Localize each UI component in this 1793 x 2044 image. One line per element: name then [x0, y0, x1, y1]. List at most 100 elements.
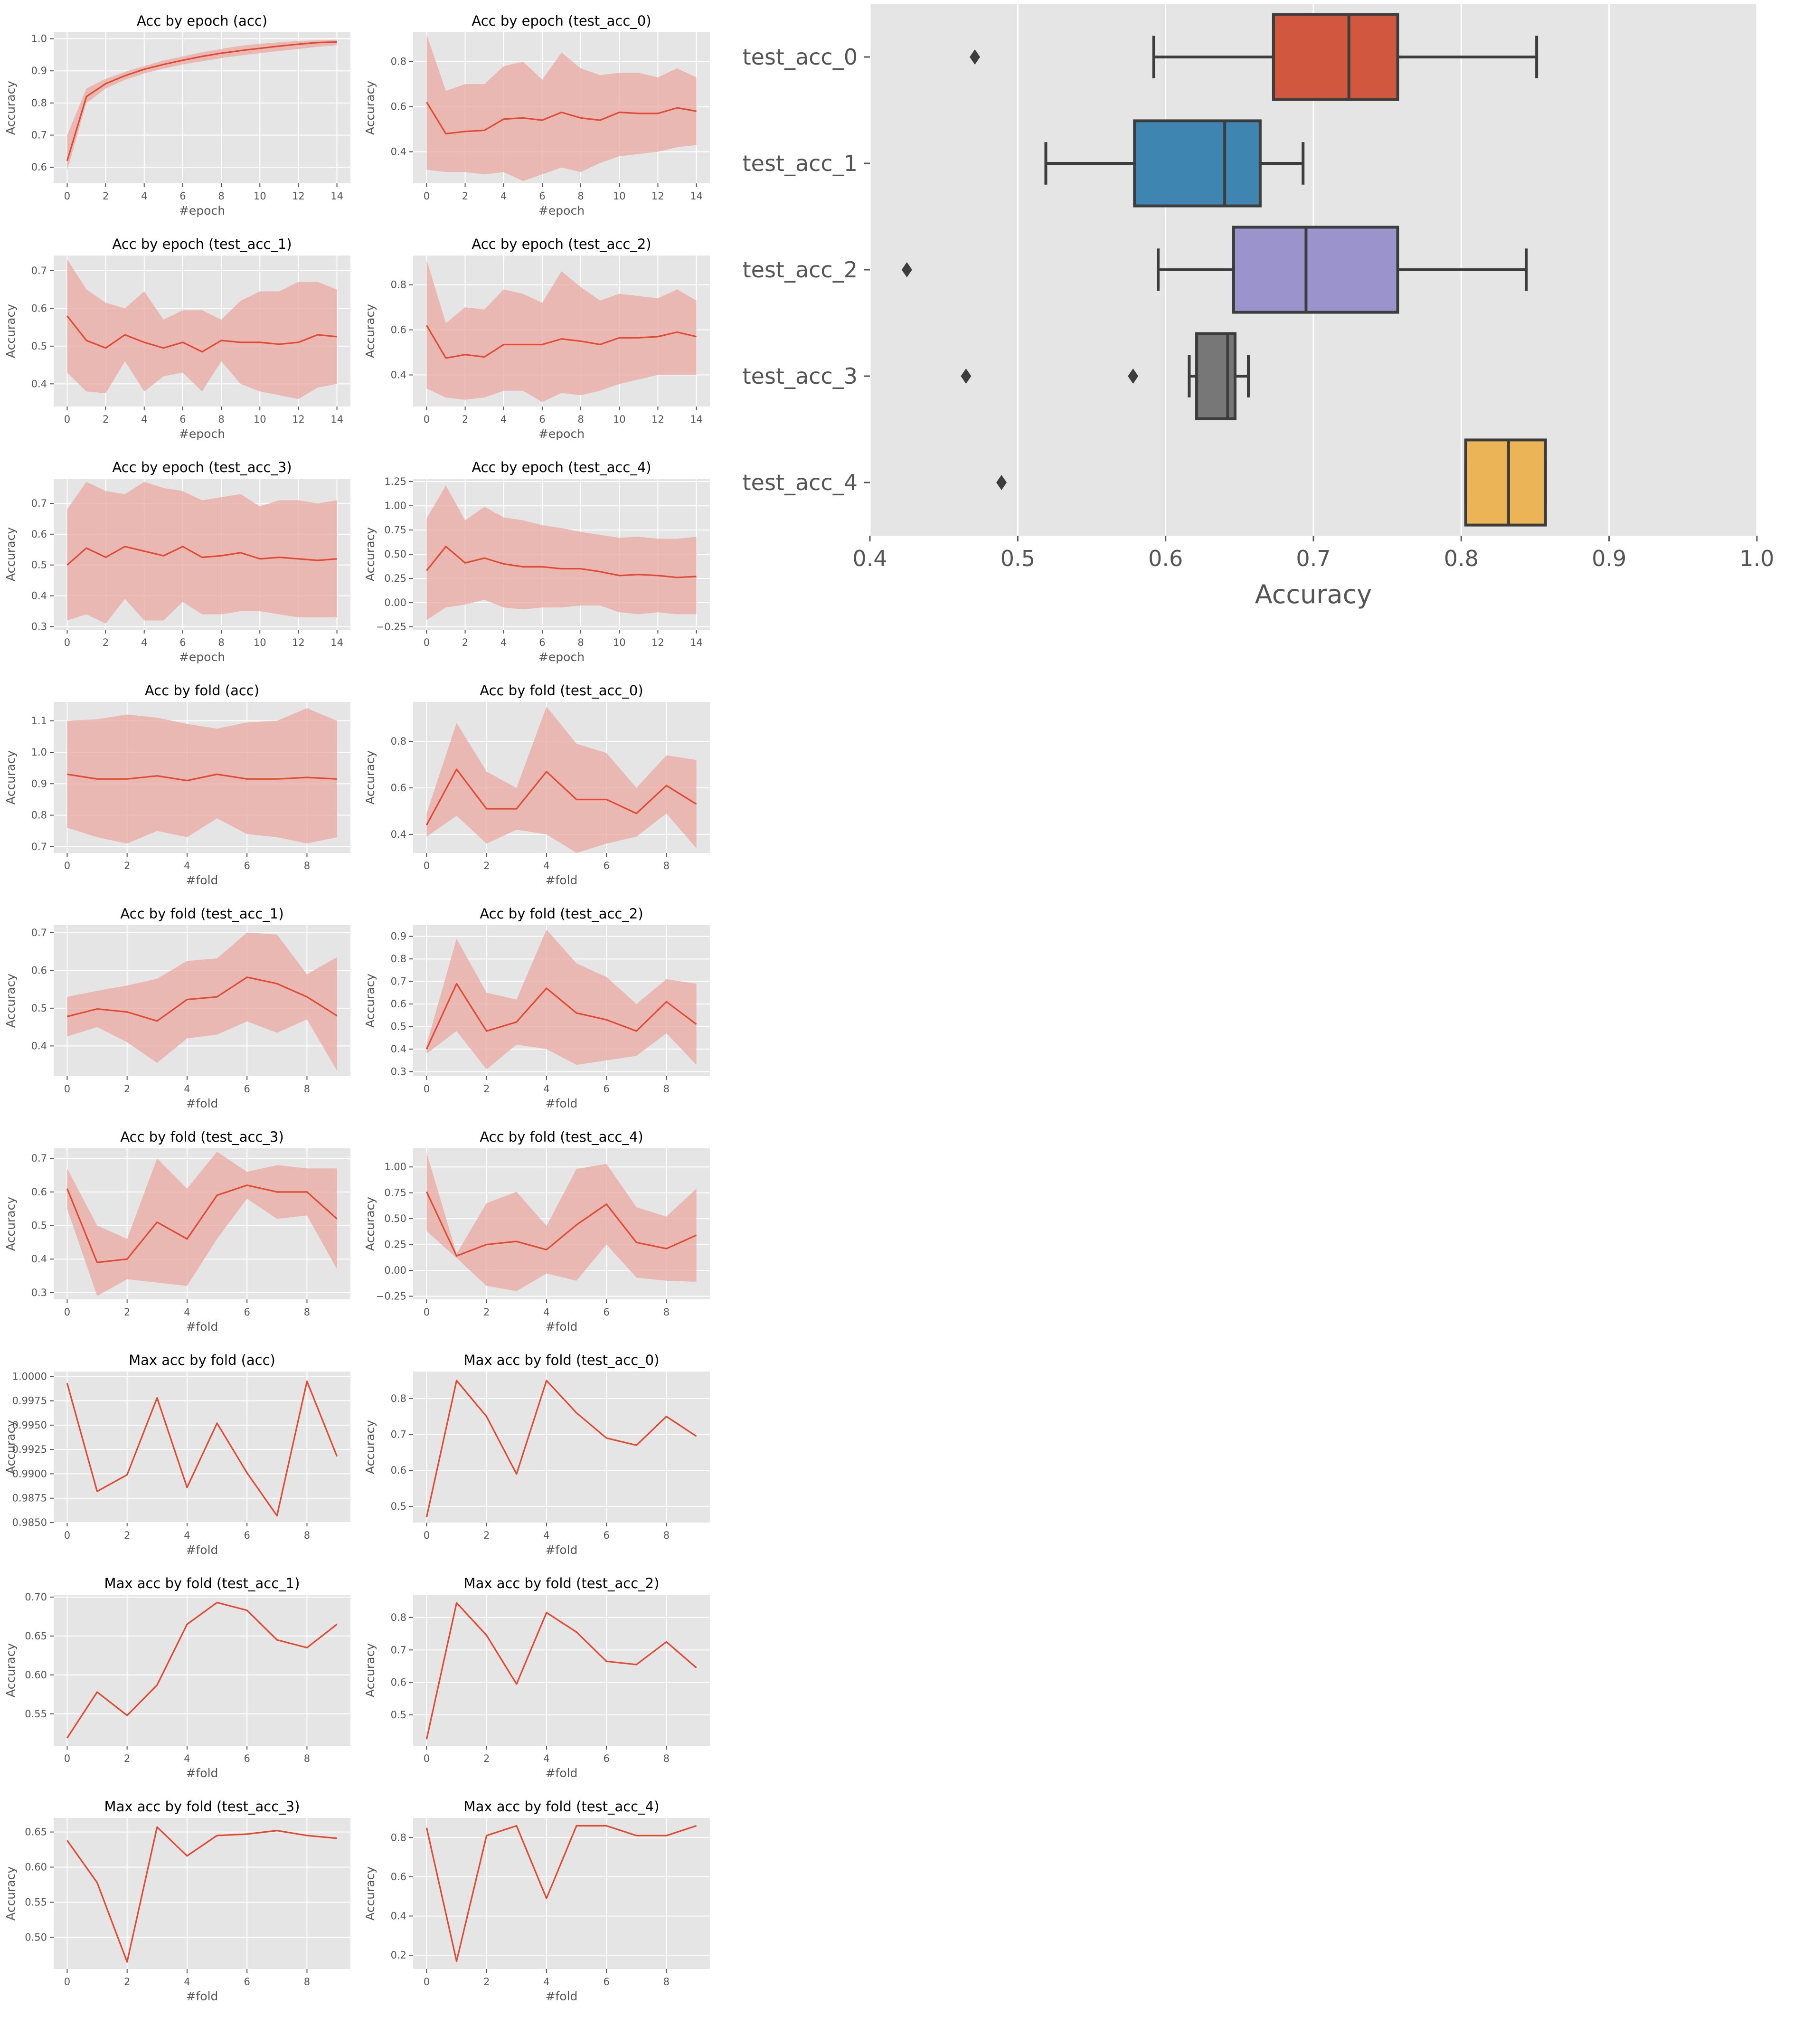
y-tick-label: 1.00	[384, 500, 406, 511]
y-tick-label: 0.6	[31, 303, 47, 314]
y-tick-label: 0.5	[391, 1021, 406, 1032]
x-tick-label: 2	[103, 414, 109, 425]
chart-title: Max acc by fold (test_acc_4)	[464, 1798, 660, 1815]
y-tick-label: 0.7	[31, 265, 47, 276]
y-tick-label: 0.4	[391, 1043, 406, 1055]
y-tick-label: 0.5	[31, 1003, 47, 1014]
y-tick-label: 0.9850	[12, 1517, 47, 1528]
x-tick-label: 12	[292, 414, 305, 425]
y-tick-label: 0.8	[31, 97, 47, 109]
y-tick-label: 0.4	[31, 590, 47, 602]
y-tick-label: 0.5	[391, 1709, 406, 1721]
y-tick-label: 0.6	[391, 101, 406, 113]
y-tick-label: 0.8	[31, 810, 47, 821]
y-tick-label: 0.4	[31, 378, 47, 389]
x-axis-label: #fold	[546, 1766, 578, 1780]
x-axis-label: #fold	[186, 1097, 218, 1110]
x-tick-label: 14	[690, 414, 703, 425]
box-test_acc_4	[996, 438, 1547, 527]
confidence-band	[67, 259, 337, 399]
x-tick-label: 4	[184, 1530, 190, 1541]
y-axis-label: Accuracy	[363, 1420, 377, 1474]
x-tick-label: 14	[330, 414, 343, 425]
y-axis-label: Accuracy	[363, 974, 377, 1028]
series-line	[67, 773, 337, 782]
y-tick-label: 0.6	[31, 1186, 47, 1198]
y-tick-label: 0.6	[391, 782, 406, 794]
plot-background	[413, 1372, 710, 1523]
x-tick-label: 0	[424, 637, 430, 648]
x-tick-label: 0	[424, 1976, 430, 1987]
chart-title: Acc by epoch (test_acc_4)	[472, 459, 651, 475]
chart-acc_fold_t1: 0 2 4 6 8 0.4 0.5 0.6 0.7 Acc by fold (test_acc_1…	[4, 906, 350, 1110]
x-tick-label: 2	[124, 1753, 130, 1764]
outlier-marker	[970, 49, 981, 65]
x-tick-label: 0.8	[1444, 546, 1479, 571]
x-tick-label: 8	[577, 414, 584, 425]
chart-boxplot: 0.4 0.5 0.6 0.7 0.8 0.9 1.0 test_acc_0 test_acc_…	[743, 4, 1774, 609]
series-line	[66, 1380, 338, 1517]
y-tick-label: 0.50	[384, 1213, 406, 1224]
y-tick-label: 0.7	[31, 1153, 47, 1164]
x-tick-label: 4	[543, 860, 549, 871]
y-axis-label: Accuracy	[4, 81, 18, 135]
x-tick-label: 14	[690, 637, 703, 648]
y-tick-label: 0.9	[31, 778, 47, 789]
y-tick-label: 0.9875	[12, 1493, 47, 1504]
outlier-marker	[961, 369, 972, 384]
x-tick-label: 0	[424, 1306, 430, 1318]
plot-background	[54, 1595, 350, 1746]
y-tick-label: 0.00	[384, 597, 406, 608]
x-tick-label: 2	[483, 1530, 490, 1541]
y-tick-label: 0.6	[391, 998, 406, 1010]
chart-title: Max acc by fold (test_acc_0)	[464, 1352, 660, 1368]
y-tick-label: 0.65	[25, 1630, 47, 1642]
x-tick-label: 6	[539, 414, 545, 425]
x-tick-label: 0	[64, 637, 70, 648]
y-axis-label: Accuracy	[363, 1866, 377, 1921]
y-tick-label: 0.8	[391, 279, 406, 291]
chart-acc_epoch_t0: 0 2 4 6 8 10 12 14 0.4 0.6 0.8 Acc by epoch (test_a…	[363, 13, 710, 218]
y-axis-label: Accuracy	[363, 1197, 377, 1251]
x-tick-label: 8	[577, 190, 584, 202]
y-tick-label: 0.8	[391, 736, 406, 747]
y-tick-label: 0.3	[31, 1287, 47, 1298]
chart-max_fold_t3: 0 2 4 6 8 0.50 0.55 0.60 0.65 Max acc by fold (te…	[4, 1798, 350, 2003]
x-tick-label: 6	[244, 1530, 250, 1541]
y-tick-label: 0.6	[391, 1871, 406, 1883]
y-tick-label: 0.7	[31, 927, 47, 938]
x-tick-label: 0	[424, 414, 430, 425]
x-tick-label: 8	[304, 1083, 310, 1095]
chart-max_fold_t1: 0 2 4 6 8 0.55 0.60 0.65 0.70 Max acc by fold (te…	[4, 1575, 350, 1780]
y-tick-label: 0.60	[25, 1669, 47, 1681]
x-tick-label: 12	[292, 637, 305, 648]
y-tick-label: 0.8	[391, 1612, 406, 1623]
x-tick-label: 0	[424, 1083, 430, 1095]
y-tick-label: 0.7	[31, 841, 47, 852]
x-tick-label: 4	[543, 1753, 549, 1764]
y-tick-label: 0.7	[391, 1644, 406, 1656]
chart-acc_fold_acc: 0 2 4 6 8 0.7 0.8 0.9 1.0 1.1 Acc by fold (acc) #fo…	[4, 682, 350, 887]
confidence-band	[67, 932, 337, 1071]
y-tick-label: 0.3	[31, 621, 47, 633]
x-tick-label: 6	[179, 414, 186, 425]
confidence-band	[426, 929, 697, 1069]
x-tick-label: 8	[304, 1753, 310, 1764]
chart-title: Acc by epoch (acc)	[137, 13, 267, 29]
x-tick-label: 14	[690, 190, 703, 202]
x-tick-label: 14	[330, 190, 343, 202]
x-tick-label: 2	[124, 860, 130, 871]
chart-title: Max acc by fold (test_acc_3)	[104, 1798, 300, 1815]
x-tick-label: 0	[64, 414, 70, 425]
chart-acc_epoch_t4: 0 2 4 6 8 10 12 14 −0.25 0.00 0.25 0.50 0.75 1.00 1.25…	[363, 459, 710, 664]
y-tick-label: 0.4	[391, 146, 406, 158]
x-axis-label: #fold	[186, 873, 218, 887]
x-tick-label: 8	[304, 860, 310, 871]
chart-title: Acc by epoch (test_acc_3)	[112, 459, 292, 475]
box-iqr	[1272, 13, 1399, 101]
y-tick-label: 0.2	[391, 1949, 406, 1961]
x-tick-label: 0	[424, 1753, 430, 1764]
y-axis-label: Accuracy	[4, 304, 18, 358]
y-tick-label: 0.9975	[12, 1395, 47, 1407]
outlier-marker	[1128, 369, 1139, 384]
